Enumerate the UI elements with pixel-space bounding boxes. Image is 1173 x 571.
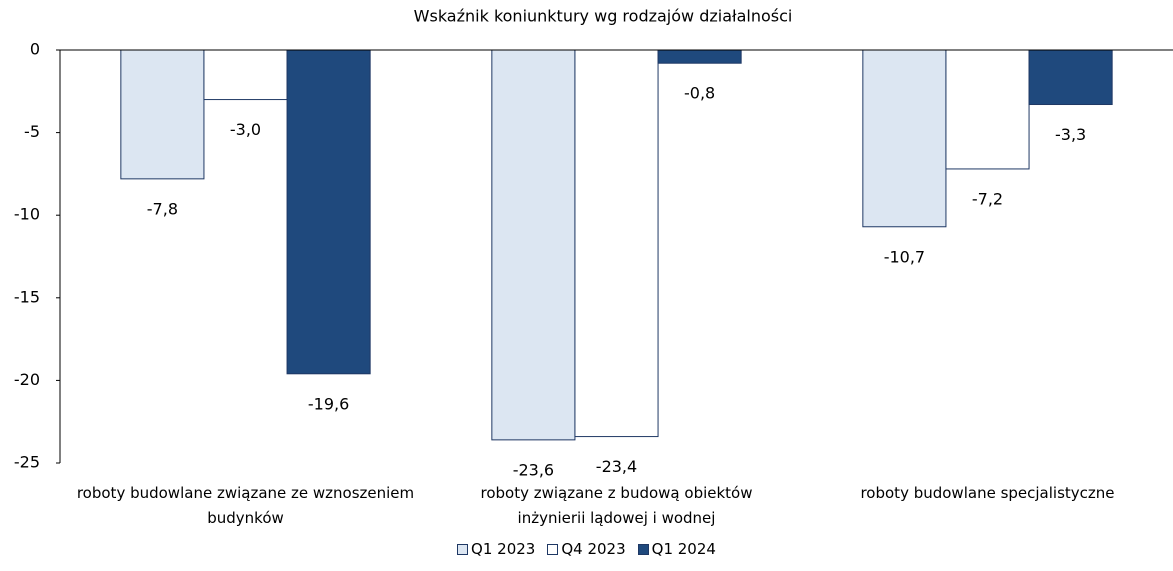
legend-swatch [457,543,469,555]
y-tick-label: -5 [24,122,40,141]
y-tick-label: -25 [14,453,40,472]
x-tick-label: roboty związane z budową obiektów inżyni… [480,484,753,527]
x-tick-label: roboty budowlane specjalistyczne [860,484,1115,502]
legend-label: Q1 2024 [651,540,716,558]
bar [574,49,659,438]
value-label: -3,3 [1055,125,1086,144]
bar [491,49,576,441]
legend-label: Q4 2023 [561,540,626,558]
legend-item: Q1 2024 [637,540,716,558]
value-label: -7,8 [147,199,178,218]
value-label: -0,8 [684,84,715,103]
bar [657,49,742,64]
value-label: -23,4 [596,457,637,476]
x-tick-label: roboty budowlane związane ze wznoszeniem… [76,484,415,527]
bar [203,49,288,101]
bar [286,49,371,375]
value-label: -3,0 [230,120,261,139]
chart-title: Wskaźnik koniunktury wg rodzajów działal… [414,7,793,26]
bar [862,49,947,228]
y-tick-label: -10 [14,205,40,224]
legend-item: Q4 2023 [547,540,626,558]
y-tick-label: -20 [14,370,40,389]
value-label: -23,6 [513,460,554,479]
y-tick-label: -15 [14,287,40,306]
bar [120,49,205,180]
legend-item: Q1 2023 [457,540,535,558]
value-label: -19,6 [308,394,349,413]
legend-label: Q1 2023 [471,540,536,558]
bar [1028,49,1113,106]
y-tick-label: 0 [30,40,40,59]
legend-swatch [547,543,559,555]
bar [945,49,1030,170]
legend-swatch [637,543,649,555]
legend: Q1 2023 Q4 2023 Q1 2024 [0,540,1173,558]
value-label: -10,7 [884,247,925,266]
value-label: -7,2 [972,189,1003,208]
